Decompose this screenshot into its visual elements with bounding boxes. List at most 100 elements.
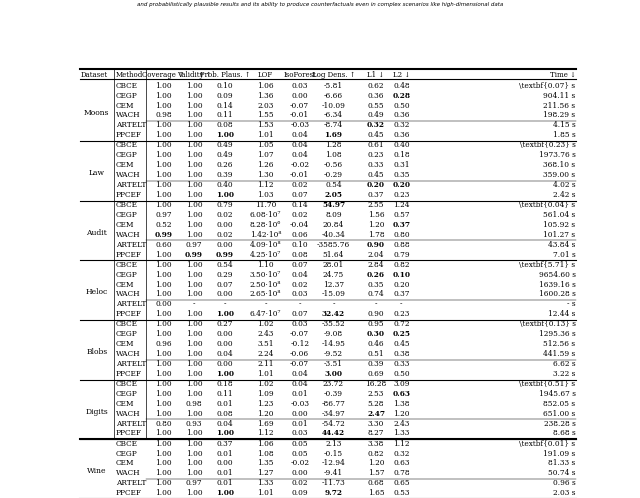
Text: 1.00: 1.00: [155, 450, 172, 458]
Text: 0.05: 0.05: [291, 440, 308, 448]
Text: -0.01: -0.01: [290, 112, 309, 120]
Text: 0.82: 0.82: [393, 261, 410, 269]
Text: 0.01: 0.01: [216, 400, 233, 408]
Text: Time ↓: Time ↓: [550, 71, 575, 79]
Text: 5.28: 5.28: [368, 400, 385, 408]
Text: 0.39: 0.39: [216, 171, 233, 179]
Text: 0.00: 0.00: [216, 241, 233, 249]
Text: 6.47·10⁷: 6.47·10⁷: [250, 310, 281, 318]
Text: CBCE: CBCE: [116, 440, 138, 448]
Text: -0.04: -0.04: [290, 221, 309, 229]
Text: \textbf{0.51} s: \textbf{0.51} s: [520, 380, 575, 388]
Text: 1.00: 1.00: [155, 390, 172, 398]
Text: 0.90: 0.90: [368, 310, 385, 318]
Text: 0.03: 0.03: [291, 82, 308, 90]
Text: 0.02: 0.02: [291, 280, 308, 288]
Text: 0.23: 0.23: [368, 151, 384, 159]
Text: -6.34: -6.34: [324, 112, 343, 120]
Text: 0.02: 0.02: [291, 211, 308, 219]
Text: 1.00: 1.00: [216, 489, 234, 497]
Text: 0.40: 0.40: [216, 181, 233, 189]
Text: 1.00: 1.00: [216, 429, 234, 438]
Text: 0.04: 0.04: [291, 131, 308, 139]
Text: 1.00: 1.00: [155, 290, 172, 298]
Text: 2.03: 2.03: [257, 102, 274, 110]
Text: 0.10: 0.10: [291, 241, 308, 249]
Text: 1.01: 1.01: [257, 370, 274, 378]
Text: 0.99: 0.99: [185, 250, 203, 258]
Text: 0.65: 0.65: [393, 479, 410, 487]
Text: 0.28: 0.28: [392, 92, 410, 100]
Text: 0.11: 0.11: [216, 390, 233, 398]
Text: 0.80: 0.80: [155, 420, 172, 428]
Text: -0.02: -0.02: [290, 161, 309, 169]
Text: \textbf{0.07} s: \textbf{0.07} s: [520, 82, 575, 90]
Text: 2.42 s: 2.42 s: [553, 191, 575, 199]
Text: 8.28·10⁶: 8.28·10⁶: [250, 221, 281, 229]
Text: 0.32: 0.32: [367, 122, 385, 129]
Text: 8.68 s: 8.68 s: [553, 429, 575, 438]
Text: 2.03 s: 2.03 s: [553, 489, 575, 497]
Text: 1.01: 1.01: [257, 131, 274, 139]
Text: 0.23: 0.23: [393, 191, 410, 199]
Text: 359.00 s: 359.00 s: [543, 171, 575, 179]
Text: 6.62 s: 6.62 s: [553, 360, 575, 368]
Text: 0.74: 0.74: [368, 290, 385, 298]
Text: 12.37: 12.37: [323, 280, 344, 288]
Text: 2.24: 2.24: [257, 350, 274, 358]
Text: 1.20: 1.20: [393, 410, 410, 418]
Text: 2.50·10⁸: 2.50·10⁸: [250, 280, 281, 288]
Text: 1.00: 1.00: [186, 201, 202, 209]
Text: 0.32: 0.32: [393, 450, 410, 458]
Text: 3.09: 3.09: [393, 380, 410, 388]
Text: -0.03: -0.03: [290, 122, 309, 129]
Text: 24.75: 24.75: [323, 270, 344, 278]
Text: 1.01: 1.01: [257, 489, 274, 497]
Text: ARTELT: ARTELT: [116, 300, 146, 308]
Text: 1.00: 1.00: [155, 122, 172, 129]
Text: CBCE: CBCE: [116, 141, 138, 149]
Text: 1.00: 1.00: [155, 201, 172, 209]
Text: 0.01: 0.01: [216, 470, 233, 478]
Text: 8.27: 8.27: [368, 429, 385, 438]
Text: -: -: [193, 300, 195, 308]
Text: 0.20: 0.20: [367, 181, 385, 189]
Text: 1.00: 1.00: [155, 280, 172, 288]
Text: 0.46: 0.46: [368, 340, 385, 348]
Text: -: -: [298, 300, 301, 308]
Text: 3.38: 3.38: [368, 440, 384, 448]
Text: 441.59 s: 441.59 s: [543, 350, 575, 358]
Text: 0.37: 0.37: [393, 290, 410, 298]
Text: 0.00: 0.00: [216, 290, 233, 298]
Text: 7.01 s: 7.01 s: [553, 250, 575, 258]
Text: IsoForest: IsoForest: [284, 71, 316, 79]
Text: 1.00: 1.00: [155, 102, 172, 110]
Text: 43.84 s: 43.84 s: [548, 241, 575, 249]
Text: 1.00: 1.00: [155, 360, 172, 368]
Text: 105.92 s: 105.92 s: [543, 221, 575, 229]
Text: 0.40: 0.40: [393, 141, 410, 149]
Text: 1.23: 1.23: [257, 400, 274, 408]
Text: 0.00: 0.00: [216, 221, 233, 229]
Text: 0.04: 0.04: [291, 370, 308, 378]
Text: 0.90: 0.90: [367, 241, 385, 249]
Text: -9.08: -9.08: [324, 330, 343, 338]
Text: 1.55: 1.55: [257, 112, 274, 120]
Text: L2 ↓: L2 ↓: [393, 71, 410, 79]
Text: -0.15: -0.15: [324, 450, 343, 458]
Text: 0.07: 0.07: [291, 310, 308, 318]
Text: 1.35: 1.35: [257, 460, 274, 468]
Text: 0.00: 0.00: [216, 340, 233, 348]
Text: 0.07: 0.07: [291, 261, 308, 269]
Text: -9.52: -9.52: [324, 350, 343, 358]
Text: 0.61: 0.61: [368, 141, 385, 149]
Text: 28.01: 28.01: [323, 261, 344, 269]
Text: 0.04: 0.04: [216, 420, 233, 428]
Text: CBCE: CBCE: [116, 320, 138, 328]
Text: 1.33: 1.33: [393, 429, 410, 438]
Text: CEGP: CEGP: [116, 270, 138, 278]
Text: WACH: WACH: [116, 350, 140, 358]
Text: 1.00: 1.00: [216, 310, 234, 318]
Text: 1600.28 s: 1600.28 s: [539, 290, 575, 298]
Text: 0.03: 0.03: [291, 429, 308, 438]
